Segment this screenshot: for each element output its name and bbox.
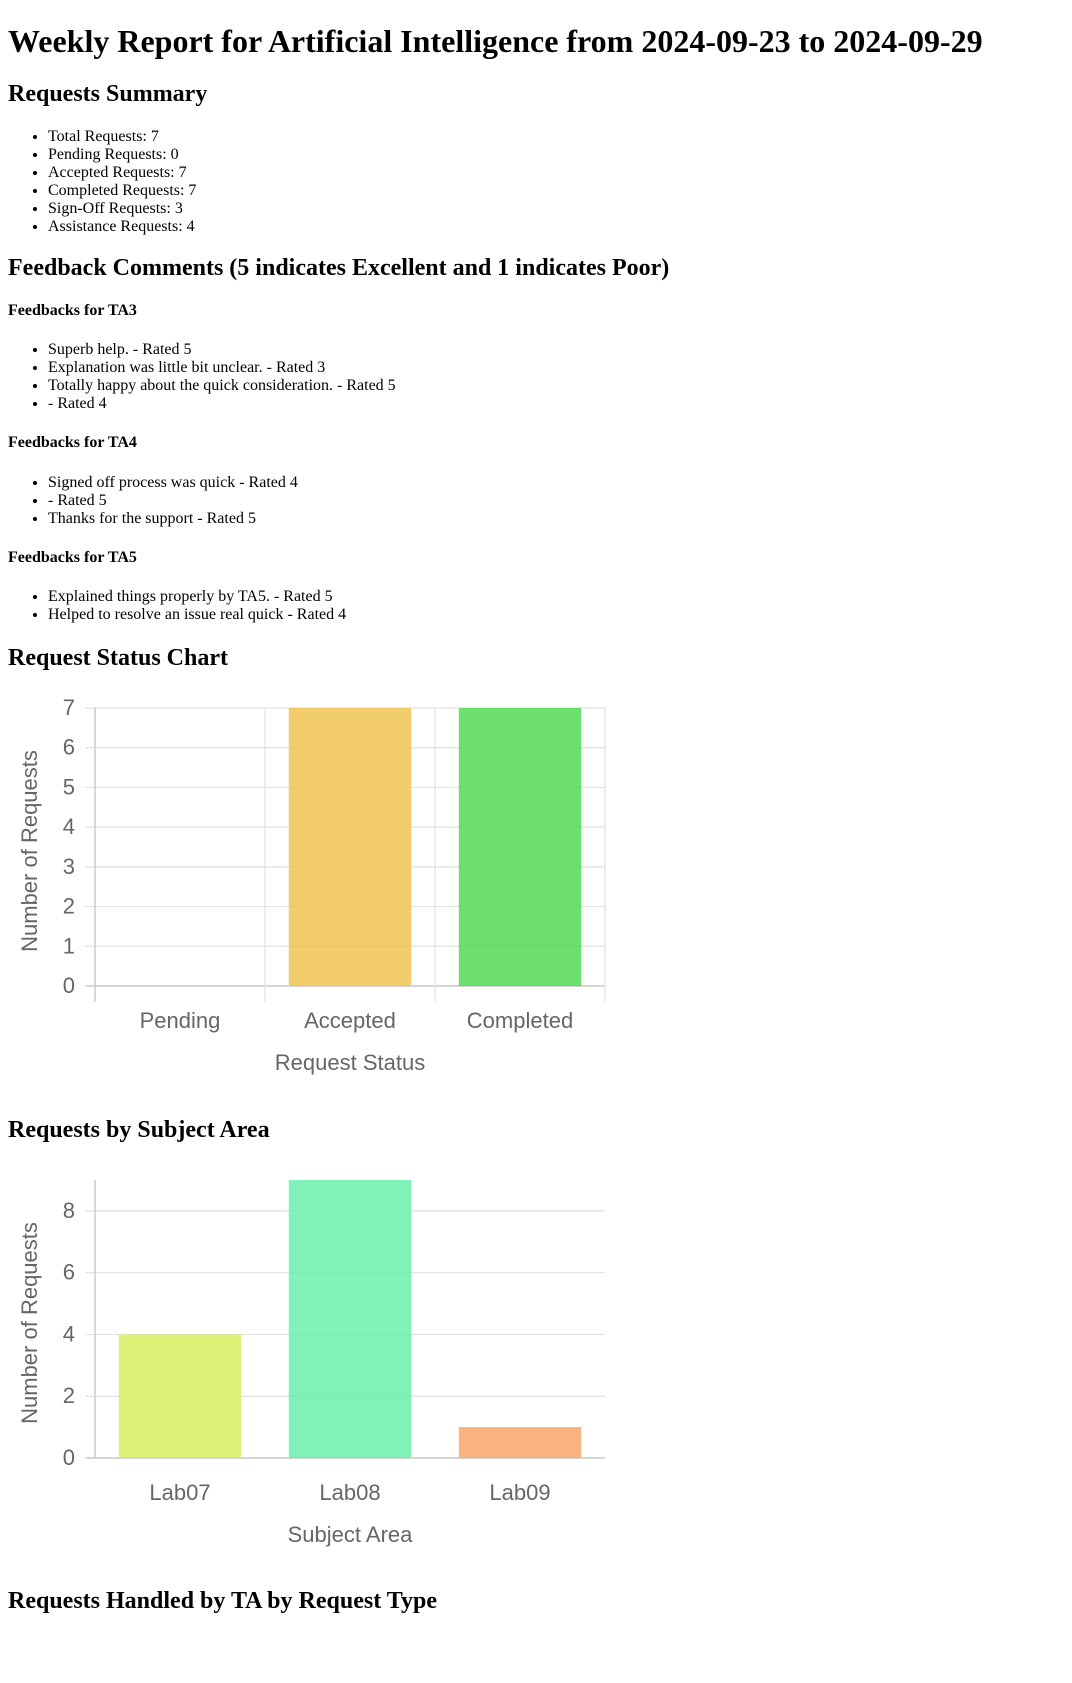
subject-chart-y-tick-label: 8 [63,1198,75,1223]
status-chart-y-tick-label: 1 [63,933,75,958]
subject-chart-svg: 0 2 4 6 8 Lab07 Lab08 Lab09 Subject Area Number o… [17,1180,605,1547]
status-chart-x-axis-title: Request Status [275,1050,425,1075]
subject-chart-bar [288,1180,412,1458]
feedback-item: Superb help. - Rated 5 [48,341,396,359]
feedback-item: Explained things properly by TA5. - Rate… [48,588,346,606]
summary-item: Assistance Requests: 4 [48,218,196,236]
status-chart-x-tick-label: Completed [467,1008,573,1033]
summary-item: Accepted Requests: 7 [48,164,196,182]
feedback-item: Totally happy about the quick considerat… [48,377,396,395]
feedback-group-title: Feedbacks for TA4 [8,434,137,451]
subject-chart-bar [118,1334,242,1458]
status-chart-y-tick-label: 4 [63,814,75,839]
ta-chart-heading: Requests Handled by TA by Request Type [8,1588,437,1614]
status-chart-x-tick-label: Pending [140,1008,221,1033]
summary-item: Total Requests: 7 [48,128,196,146]
subject-chart-y-tick-label: 0 [63,1445,75,1470]
subject-chart-x-tick-label: Lab09 [489,1480,550,1505]
subject-chart-x-tick-label: Lab08 [319,1480,380,1505]
status-chart-y-tick-label: 6 [63,735,75,760]
subject-chart-x-axis-title: Subject Area [288,1522,414,1547]
subject-chart-y-tick-label: 4 [63,1321,75,1346]
summary-item: Completed Requests: 7 [48,182,196,200]
feedback-item: Thanks for the support - Rated 5 [48,510,298,528]
feedback-heading: Feedback Comments (5 indicates Excellent… [8,255,670,281]
status-chart-y-tick-label: 0 [63,973,75,998]
status-chart-svg: 0 1 2 3 4 5 6 7 Pending Accepted Completed Request … [17,695,606,1075]
subject-chart-y-tick-label: 2 [63,1383,75,1408]
status-chart-y-tick-label: 7 [63,695,75,720]
subject-chart-heading: Requests by Subject Area [8,1117,270,1143]
subject-chart-bar [458,1427,582,1458]
feedback-list: Explained things properly by TA5. - Rate… [8,588,346,624]
page-title: Weekly Report for Artificial Intelligenc… [8,23,983,59]
feedback-item: Signed off process was quick - Rated 4 [48,474,298,492]
feedback-group-title: Feedbacks for TA3 [8,302,137,319]
feedback-list: Superb help. - Rated 5 Explanation was l… [8,341,396,413]
status-chart-y-tick-label: 5 [63,774,75,799]
summary-list: Total Requests: 7 Pending Requests: 0 Ac… [8,128,196,236]
subject-chart-y-axis-title: Number of Requests [17,1222,42,1424]
status-chart: 0 1 2 3 4 5 6 7 Pending Accepted Completed Request … [8,694,608,1094]
feedback-item: - Rated 5 [48,492,298,510]
status-chart-bar [288,708,412,986]
feedback-list: Signed off process was quick - Rated 4 -… [8,474,298,528]
status-chart-y-tick-label: 2 [63,894,75,919]
feedback-item: - Rated 4 [48,395,396,413]
summary-item: Pending Requests: 0 [48,146,196,164]
subject-chart: 0 2 4 6 8 Lab07 Lab08 Lab09 Subject Area Number o… [8,1166,608,1566]
status-chart-x-tick-label: Accepted [304,1008,396,1033]
summary-heading: Requests Summary [8,81,208,107]
feedback-item: Helped to resolve an issue real quick - … [48,606,346,624]
feedback-group-title: Feedbacks for TA5 [8,549,137,566]
summary-item: Sign-Off Requests: 3 [48,200,196,218]
subject-chart-x-tick-label: Lab07 [149,1480,210,1505]
status-chart-heading: Request Status Chart [8,645,229,671]
feedback-item: Explanation was little bit unclear. - Ra… [48,359,396,377]
status-chart-y-tick-label: 3 [63,854,75,879]
subject-chart-y-tick-label: 6 [63,1260,75,1285]
status-chart-bar [458,708,582,986]
status-chart-y-axis-title: Number of Requests [17,750,42,952]
